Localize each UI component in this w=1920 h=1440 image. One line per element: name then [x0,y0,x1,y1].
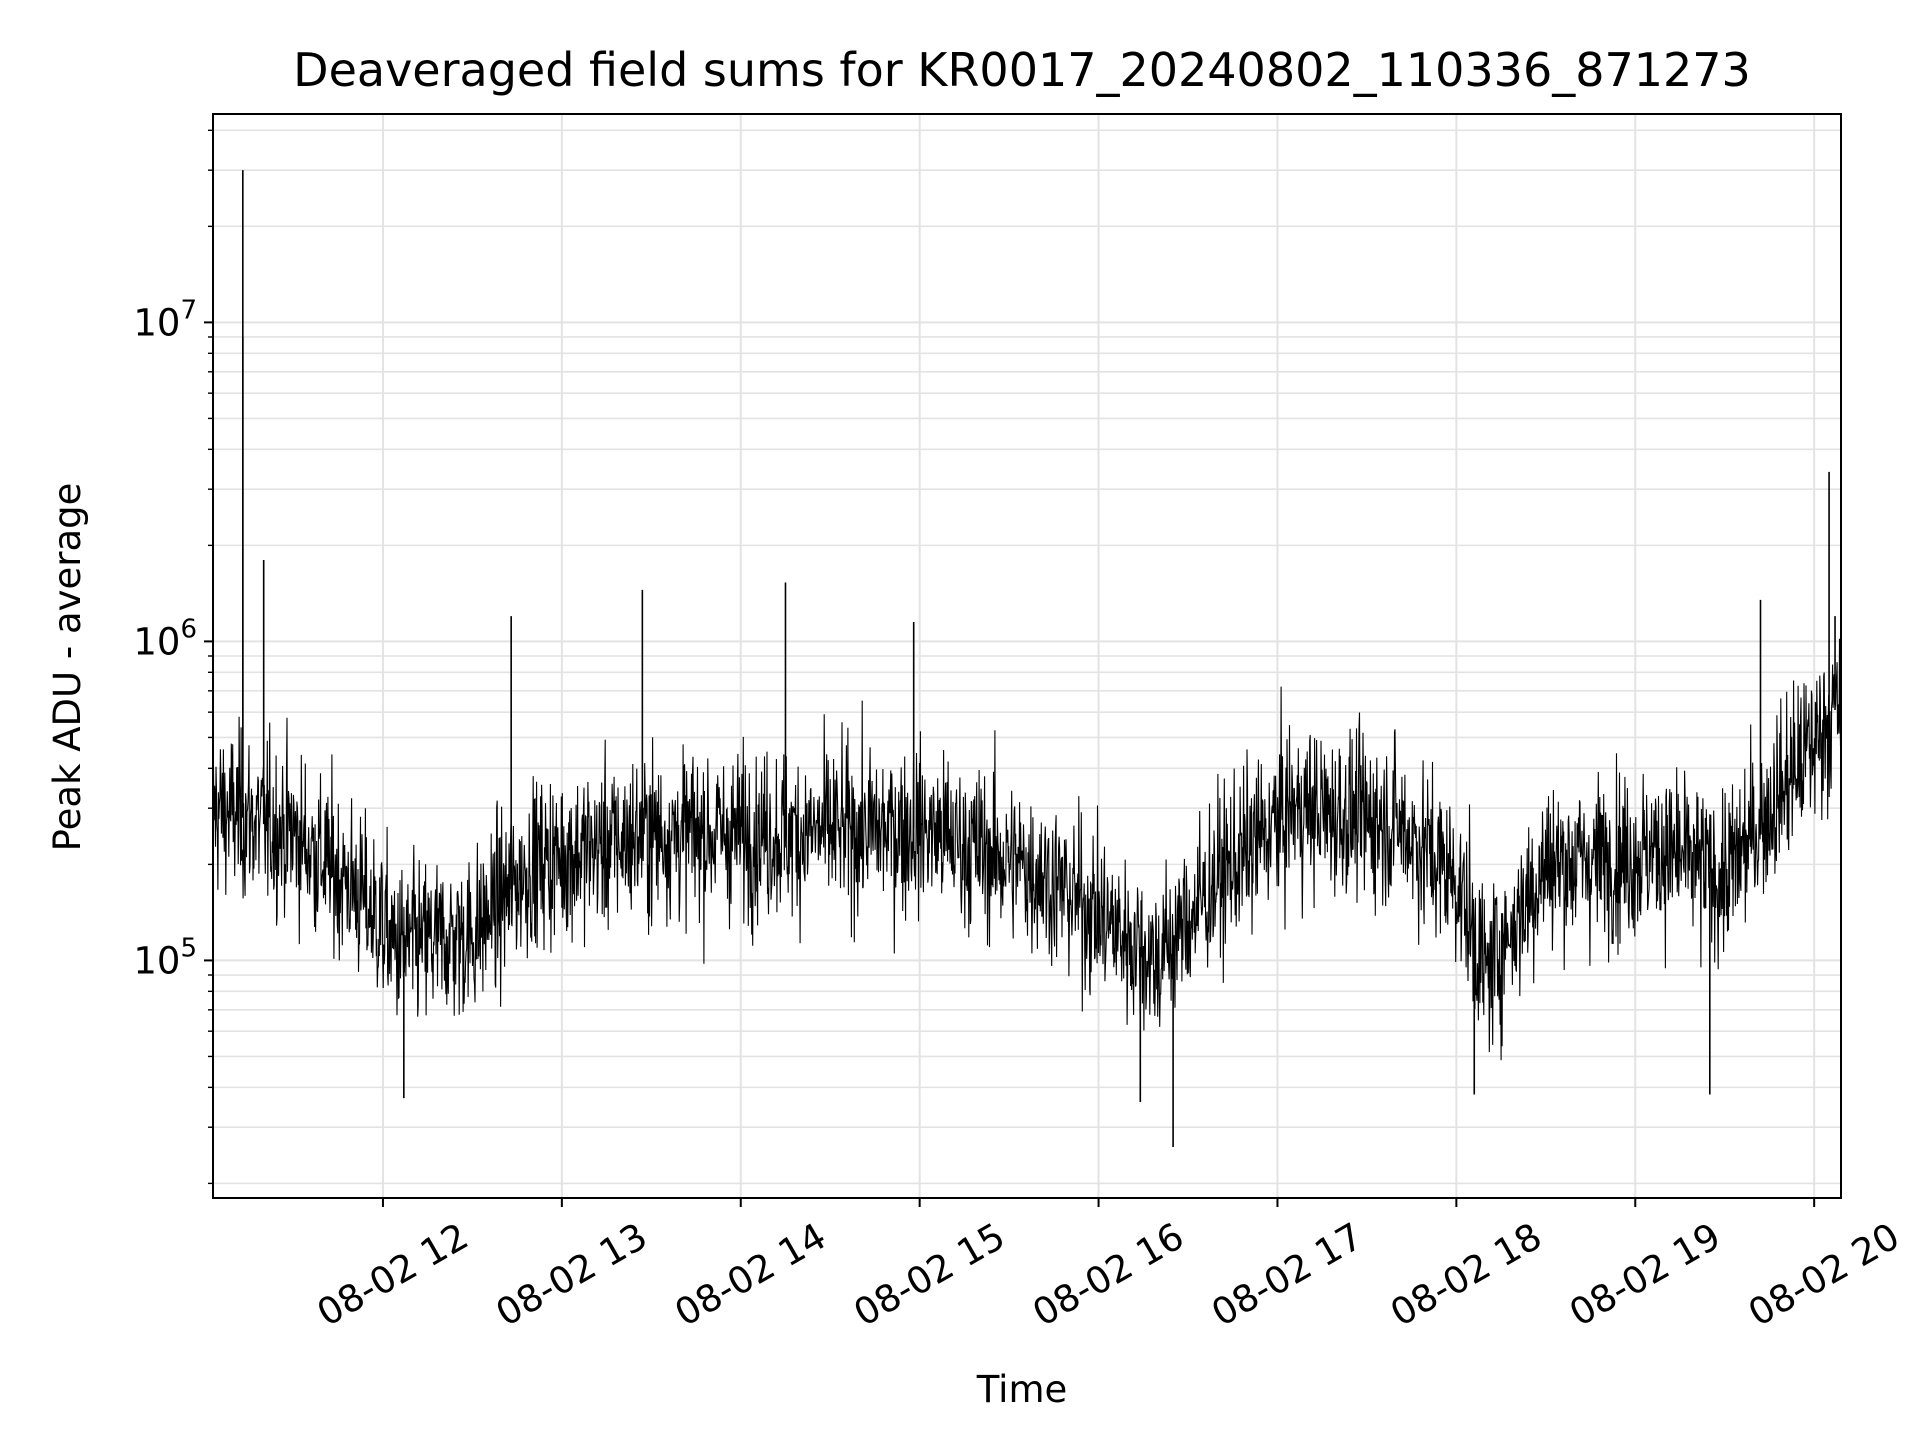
y-tick-exponent: 7 [180,295,197,325]
grid [213,114,1841,1198]
y-tick-label: 106 [133,614,197,663]
series-line-path [212,638,1842,1061]
y-tick-base: 10 [133,301,180,344]
y-tick-exponent: 5 [180,933,197,963]
x-axis-label: Time [976,1368,1068,1411]
chart-title: Deaveraged field sums for KR0017_2024080… [293,43,1751,97]
y-tick-label: 105 [133,933,197,982]
y-tick-base: 10 [133,939,180,982]
y-tick-exponent: 6 [180,614,197,644]
y-tick-label: 107 [133,295,197,344]
series-line [212,170,1842,1148]
y-tick-base: 10 [133,620,180,663]
y-axis-label: Peak ADU - average [46,483,89,852]
